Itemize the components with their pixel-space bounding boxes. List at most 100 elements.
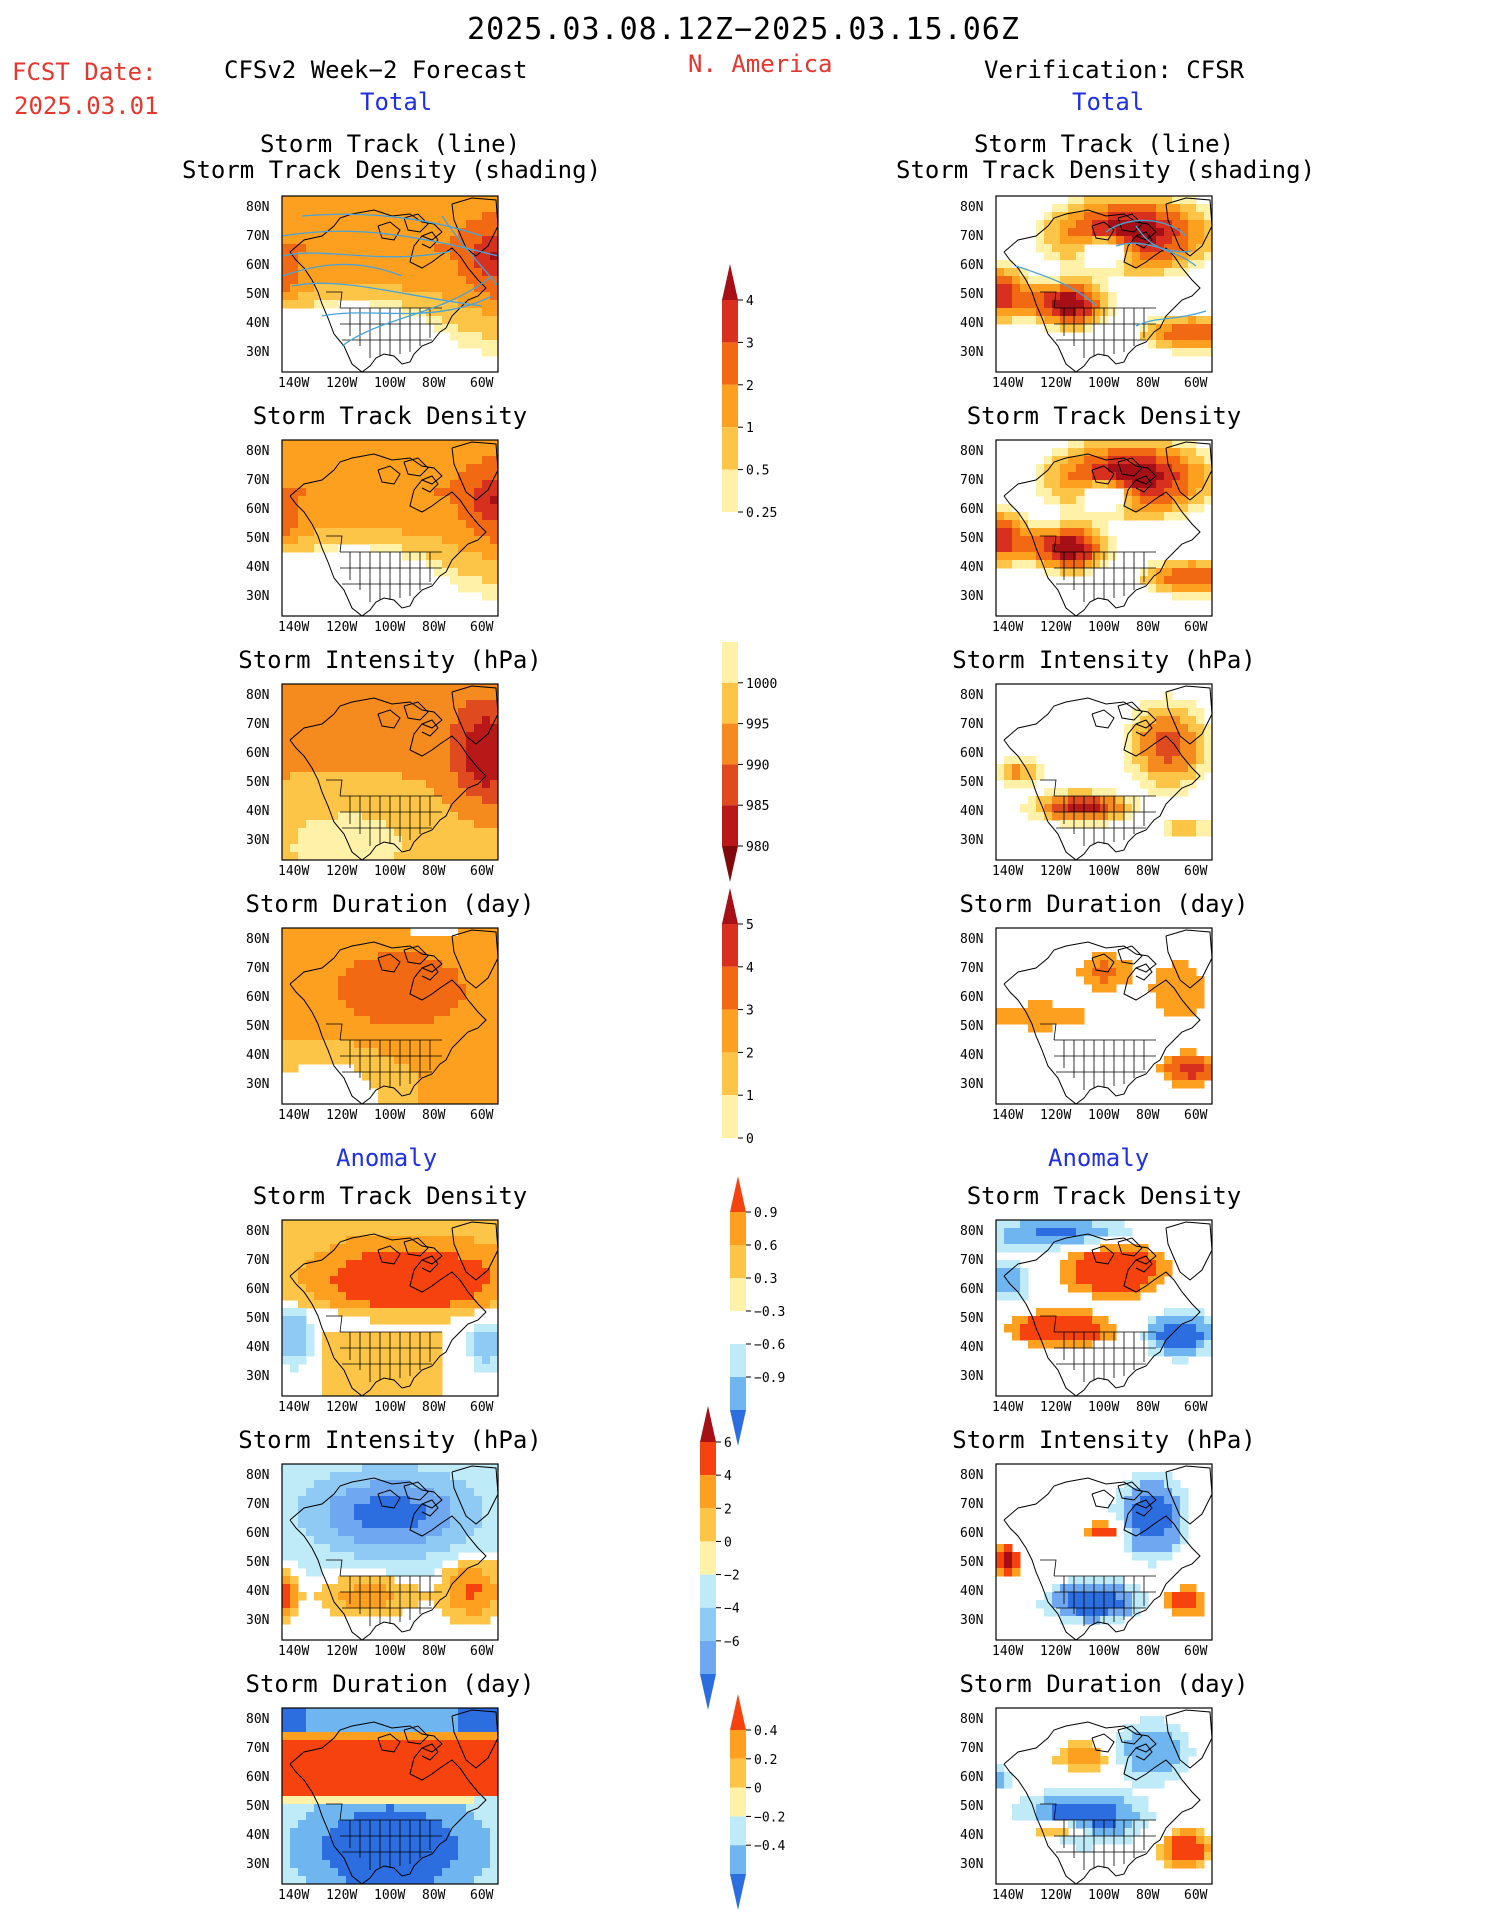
fcst-date-label: FCST Date:: [12, 58, 157, 86]
fcst-storm-intensity-title-0: Storm Intensity (hPa): [238, 646, 542, 674]
fcst-track-line-lon-label: 60W: [470, 376, 494, 391]
density-colorbar: 4 3 2 1 0.5 0.25: [722, 264, 798, 521]
verif-duration-anomaly-lon-label: 100W: [1088, 1888, 1120, 1903]
fcst-intensity-anomaly-lat-label: 30N: [246, 1613, 270, 1628]
fcst-density-anomaly-lon-label: 140W: [278, 1400, 310, 1415]
fcst-intensity-anomaly-title-0: Storm Intensity (hPa): [238, 1426, 542, 1454]
verif-storm-intensity-lat-label: 40N: [960, 804, 984, 819]
fcst-storm-intensity-lat-label: 70N: [246, 717, 270, 732]
intensity-colorbar-label: 980: [746, 840, 769, 855]
verif-track-density-lat-label: 40N: [960, 560, 984, 575]
verif-density-anomaly-lon-label: 120W: [1040, 1400, 1072, 1415]
intensity-anomaly-colorbar-segment: [700, 1607, 716, 1641]
fcst-track-density-lat-label: 70N: [246, 473, 270, 488]
fcst-storm-duration-panel: [281, 927, 499, 1105]
verif-density-anomaly-panel: [995, 1219, 1213, 1397]
fcst-track-density-lat-label: 30N: [246, 589, 270, 604]
fcst-track-line-tracks: [281, 213, 499, 347]
verif-storm-duration-lon-label: 60W: [1184, 1108, 1208, 1123]
duration-colorbar-label: 5: [746, 918, 754, 933]
verif-intensity-anomaly-field: [996, 1472, 1205, 1625]
fcst-duration-anomaly-lat-label: 70N: [246, 1741, 270, 1756]
fcst-storm-duration-coastline: [289, 929, 499, 1105]
fcst-intensity-anomaly-field: [282, 1464, 499, 1625]
verif-track-line-field: [996, 196, 1213, 357]
verif-duration-anomaly-lon-label: 80W: [1136, 1888, 1160, 1903]
fcst-duration-anomaly-lon-label: 140W: [278, 1888, 310, 1903]
density-colorbar-label: 1: [746, 421, 754, 436]
fcst-intensity-anomaly-map: [281, 1463, 499, 1641]
verif-storm-duration-lon-label: 80W: [1136, 1108, 1160, 1123]
verif-storm-intensity-lon-label: 140W: [992, 864, 1024, 879]
verif-track-density-lon-label: 120W: [1040, 620, 1072, 635]
intensity-colorbar-label: 995: [746, 718, 769, 733]
density-anomaly-colorbar-segment: [730, 1377, 746, 1410]
fcst-density-anomaly-lat-label: 60N: [246, 1282, 270, 1297]
verif-intensity-anomaly-lon-label: 60W: [1184, 1644, 1208, 1659]
intensity-anomaly-colorbar-label: −4: [724, 1602, 740, 1617]
duration-colorbar-segment: [722, 1095, 738, 1138]
verification-heading: Verification: CFSR: [984, 56, 1245, 84]
verif-storm-intensity-lon-label: 120W: [1040, 864, 1072, 879]
fcst-storm-intensity-lat-label: 30N: [246, 833, 270, 848]
verif-duration-anomaly-lon-label: 60W: [1184, 1888, 1208, 1903]
duration-anomaly-colorbar-label: 0.4: [754, 1724, 778, 1739]
verif-track-line-tracks: [1015, 219, 1207, 327]
verif-storm-duration-lat-label: 40N: [960, 1048, 984, 1063]
verif-intensity-anomaly-lon-label: 80W: [1136, 1644, 1160, 1659]
verif-intensity-anomaly-map: [995, 1463, 1213, 1641]
fcst-storm-duration-lon-label: 120W: [326, 1108, 358, 1123]
verif-duration-anomaly-map: [995, 1707, 1213, 1885]
duration-colorbar-label: 2: [746, 1046, 754, 1061]
fcst-track-line-panel: [281, 195, 499, 373]
fcst-density-anomaly-lon-label: 120W: [326, 1400, 358, 1415]
fcst-density-anomaly-lon-label: 80W: [422, 1400, 446, 1415]
intensity-colorbar-label: 990: [746, 758, 769, 773]
density-colorbar-segment: [722, 427, 738, 470]
density-colorbar-segment: [722, 342, 738, 385]
intensity-anomaly-colorbar-segment: [700, 1442, 716, 1476]
fcst-storm-duration-lat-label: 80N: [246, 932, 270, 947]
intensity-anomaly-colorbar-segment: [700, 1541, 716, 1575]
density-anomaly-colorbar-label: 0.6: [754, 1239, 777, 1254]
duration-colorbar: 5 4 3 2 1 0: [722, 888, 798, 1147]
verif-density-anomaly-lat-label: 40N: [960, 1340, 984, 1355]
density-colorbar-label: 0.5: [746, 464, 769, 479]
verif-density-anomaly-lon-label: 140W: [992, 1400, 1024, 1415]
fcst-track-line-title-0: Storm Track (line): [259, 130, 521, 158]
verif-density-anomaly-lat-label: 70N: [960, 1253, 984, 1268]
verif-duration-anomaly-lat-label: 80N: [960, 1712, 984, 1727]
fcst-track-line-lat-label: 60N: [246, 258, 270, 273]
verif-intensity-anomaly-title-0: Storm Intensity (hPa): [952, 1426, 1256, 1454]
intensity-anomaly-colorbar-bar: 6 4 2 0 −2 −4 −6: [700, 1406, 740, 1710]
verif-duration-anomaly-title-0: Storm Duration (day): [959, 1670, 1249, 1698]
density-anomaly-colorbar-segment: [730, 1311, 746, 1344]
fcst-track-density-lat-label: 80N: [246, 444, 270, 459]
verif-track-density-title-0: Storm Track Density: [966, 402, 1242, 430]
fcst-duration-anomaly-map: [281, 1707, 499, 1885]
verif-storm-intensity-lat-label: 50N: [960, 775, 984, 790]
density-anomaly-colorbar: 0.9 0.6 0.3 −0.3 −0.6 −0.9: [730, 1176, 806, 1446]
fcst-date-value: 2025.03.01: [14, 92, 159, 120]
verif-storm-duration-map: [995, 927, 1213, 1105]
fcst-density-anomaly-lat-label: 30N: [246, 1369, 270, 1384]
fcst-track-line-map: [281, 195, 499, 373]
verif-duration-anomaly-lat-label: 60N: [960, 1770, 984, 1785]
verif-track-density-lon-label: 100W: [1088, 620, 1120, 635]
duration-anomaly-colorbar-label: −0.2: [754, 1810, 785, 1825]
fcst-track-density-coastline: [289, 441, 499, 617]
intensity-colorbar-arrow-bottom: [722, 846, 738, 882]
verif-track-line-title-1: Storm Track Density (shading): [896, 156, 1316, 184]
density-colorbar-segment: [722, 384, 738, 428]
verif-track-line-lon-label: 100W: [1088, 376, 1120, 391]
verif-duration-anomaly-lat-label: 70N: [960, 1741, 984, 1756]
fcst-intensity-anomaly-lon-label: 120W: [326, 1644, 358, 1659]
density-colorbar-label: 0.25: [746, 506, 777, 521]
verif-intensity-anomaly-lat-label: 80N: [960, 1468, 984, 1483]
duration-anomaly-colorbar-segment: [730, 1787, 746, 1817]
duration-colorbar-segment: [722, 966, 738, 1010]
duration-anomaly-colorbar-bar: 0.4 0.2 0 −0.2 −0.4: [730, 1694, 785, 1910]
verif-intensity-anomaly-lat-label: 40N: [960, 1584, 984, 1599]
intensity-anomaly-colorbar-segment: [700, 1475, 716, 1509]
fcst-storm-intensity-lon-label: 140W: [278, 864, 310, 879]
